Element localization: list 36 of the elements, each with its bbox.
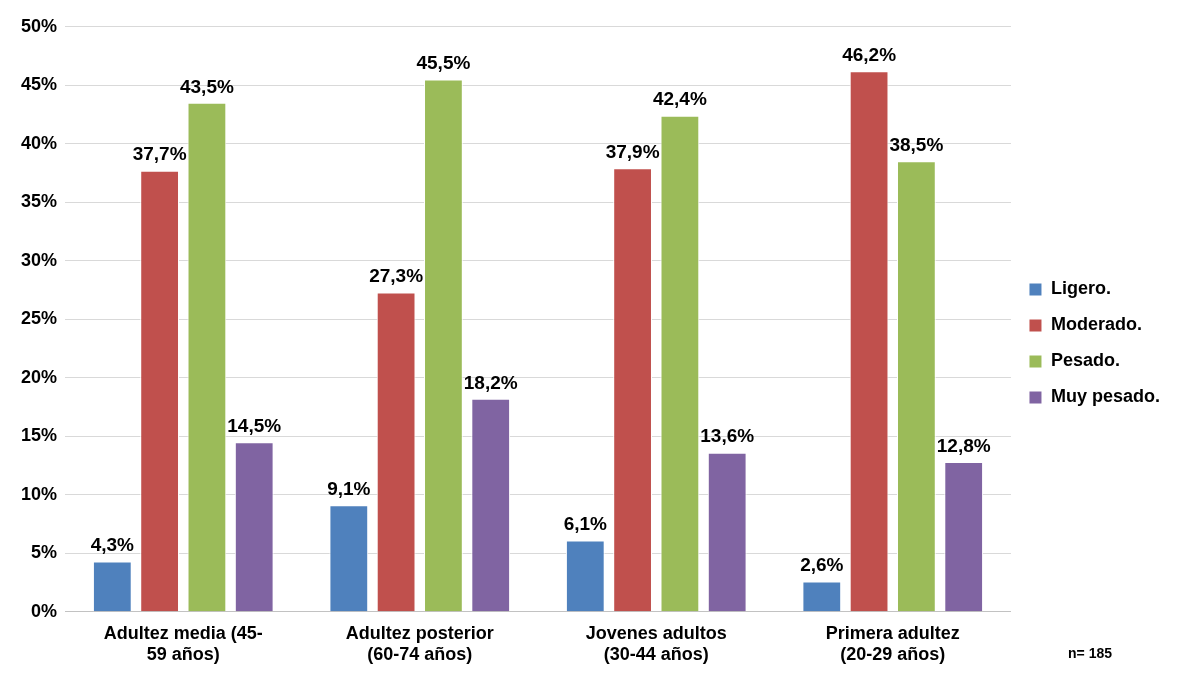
data-label: 9,1% <box>327 478 371 500</box>
data-label: 14,5% <box>227 414 282 436</box>
data-label: 18,2% <box>463 371 518 393</box>
data-label: 42,4% <box>652 88 707 110</box>
x-tick-label: Adultez posterior (60-74 años) <box>345 622 494 665</box>
y-tick-label: 15% <box>21 425 58 446</box>
data-label: 13,6% <box>700 425 755 447</box>
x-tick-label: Jovenes adultos (30-44 años) <box>585 622 727 665</box>
text: n= 185 <box>1068 644 1113 661</box>
y-tick-label: 5% <box>31 542 58 563</box>
legend-label: Pesado. <box>1050 350 1121 371</box>
legend-label: Ligero. <box>1050 278 1111 299</box>
data-label: 12,8% <box>936 434 991 456</box>
y-tick-label: 10% <box>21 483 58 504</box>
y-tick-label: 45% <box>21 74 58 95</box>
y-tick-label: 0% <box>31 600 58 621</box>
y-tick-label: 30% <box>21 249 58 270</box>
data-label: 2,6% <box>800 554 844 576</box>
x-tick-label: Adultez media (45-59 años) <box>103 622 263 665</box>
y-tick-label: 35% <box>21 191 58 212</box>
data-label: 6,1% <box>563 513 608 535</box>
legend-label: Moderado. <box>1050 314 1142 335</box>
y-tick-label: 50% <box>21 15 58 36</box>
legend-label: Muy pesado. <box>1050 386 1161 407</box>
data-label: 46,2% <box>842 43 897 65</box>
x-tick-label: Primera adultez (20-29 años) <box>825 622 960 665</box>
y-tick-label: 20% <box>21 366 58 387</box>
y-tick-label: 25% <box>21 308 58 329</box>
data-label: 4,3% <box>90 534 135 556</box>
data-label: 38,5% <box>889 134 944 156</box>
data-label: 37,7% <box>132 143 187 165</box>
data-label: 43,5% <box>179 75 234 97</box>
data-label: 45,5% <box>416 52 471 74</box>
data-label: 27,3% <box>369 265 424 287</box>
y-tick-label: 40% <box>21 132 58 153</box>
data-label: 37,9% <box>605 141 660 163</box>
